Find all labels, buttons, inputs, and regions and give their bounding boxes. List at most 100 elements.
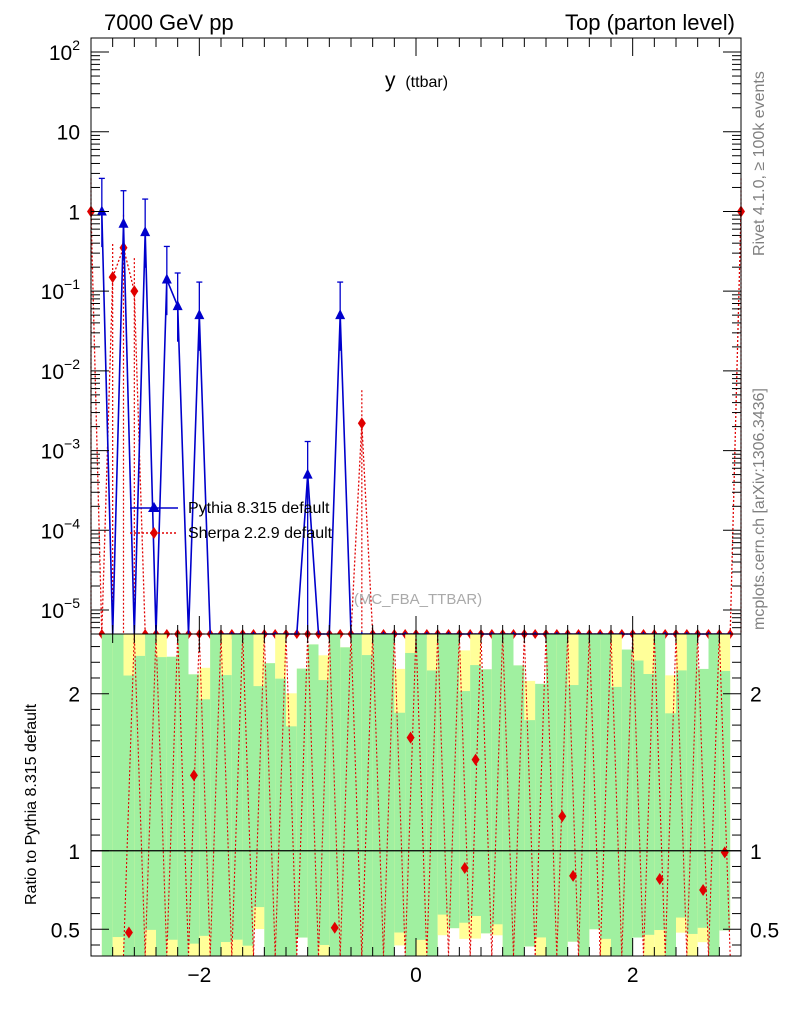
- pythia-data-point: [118, 217, 129, 228]
- main-y-tick-label: 10−2: [41, 356, 81, 384]
- ratio-sherpa-point: [124, 926, 133, 939]
- pythia-data-point: [96, 205, 107, 216]
- ratio-band-inner: [546, 634, 557, 956]
- legend-pythia-label: Pythia 8.315 default: [188, 500, 330, 517]
- ratio-band-inner: [361, 655, 373, 956]
- ratio-sherpa-point: [699, 884, 708, 897]
- ratio-band-inner: [470, 665, 481, 916]
- ratio-sherpa-point: [330, 921, 339, 934]
- ratio-band-inner: [351, 634, 362, 956]
- main-y-tick-label-base: 10: [41, 520, 64, 543]
- ratio-band-inner: [340, 647, 351, 956]
- ratio-band-inner: [296, 668, 308, 938]
- ratio-band-inner: [665, 713, 676, 956]
- observable-title-sub: (ttbar): [405, 74, 448, 91]
- ratio-sherpa-point: [569, 869, 578, 882]
- main-y-tick-label-base: 10: [41, 600, 64, 623]
- main-plot-frame: [90, 37, 742, 635]
- main-y-tick-label: 10−1: [41, 276, 81, 304]
- ratio-band-inner: [481, 669, 492, 934]
- ratio-band-inner: [416, 634, 427, 940]
- ratio-sherpa-point: [471, 753, 480, 766]
- main-y-tick-label-base: 10: [41, 441, 64, 464]
- ratio-sherpa-point: [655, 873, 664, 886]
- ratio-band-inner: [145, 634, 156, 930]
- ratio-band-inner: [676, 670, 687, 918]
- ratio-band-inner: [719, 670, 731, 931]
- ratio-y-tick-label: 0.5: [51, 919, 80, 942]
- pythia-data-point: [140, 226, 151, 237]
- ratio-band-inner: [123, 675, 135, 956]
- ratio-sherpa-point: [406, 731, 415, 744]
- main-y-tick-label-exp: 2: [72, 37, 80, 53]
- legend-sherpa-label: Sherpa 2.2.9 default: [188, 525, 333, 542]
- main-y-tick-label-base: 1: [68, 201, 80, 224]
- ratio-band-inner: [307, 644, 319, 956]
- x-tick-label: −2: [187, 964, 211, 987]
- ratio-band-inner: [231, 634, 243, 940]
- ratio-band-inner: [134, 655, 146, 956]
- sherpa-series-line: [90, 211, 742, 635]
- sherpa-data-point: [130, 285, 139, 298]
- sherpa-data-point: [108, 271, 117, 284]
- ratio-band-inner: [426, 670, 438, 956]
- ratio-band-inner: [632, 660, 644, 938]
- ratio-y-tick-label-right: 1: [750, 841, 762, 864]
- main-y-tick-label-exp: −3: [64, 436, 80, 452]
- ratio-band-inner: [329, 634, 341, 956]
- ratio-band-inner: [524, 720, 536, 947]
- x-tick-label: 0: [410, 964, 422, 987]
- ratio-band-inner: [372, 634, 384, 956]
- energy-title: 7000 GeV pp: [104, 10, 234, 35]
- main-y-tick-label: 10: [57, 122, 80, 145]
- main-series-layer: [87, 177, 745, 639]
- pythia-series-line: [101, 211, 731, 635]
- ratio-band-inner: [101, 634, 113, 956]
- ratio-band-inner: [242, 634, 254, 946]
- ratio-band-inner: [654, 634, 666, 931]
- pythia-data-point: [161, 273, 172, 284]
- observable-title-main: y: [385, 69, 396, 92]
- main-y-tick-label-base: 10: [57, 122, 80, 145]
- ratio-band-inner: [318, 680, 330, 945]
- ratio-band-inner: [437, 634, 449, 915]
- ratio-y-tick-label-right: 0.5: [750, 919, 779, 942]
- ratio-band-inner: [112, 634, 124, 938]
- mcplots-reference-label: mcplots.cern.ch [arXiv:1306.3436]: [751, 388, 768, 630]
- ratio-uncertainty-bands: [101, 634, 731, 956]
- ratio-band-inner: [567, 685, 579, 942]
- ratio-sherpa-point: [558, 810, 567, 823]
- rivet-version-label: Rivet 4.1.0, ≥ 100k events: [751, 71, 768, 256]
- main-y-tick-label-exp: −1: [64, 276, 80, 292]
- ratio-axes: 0.5 0.5 1 1 2 2 −2 0 2: [51, 634, 779, 987]
- legend-pythia-marker: [148, 502, 160, 512]
- main-y-tick-label-base: 10: [41, 281, 64, 304]
- main-y-tick-label: 10−5: [41, 595, 81, 623]
- pythia-data-point: [335, 309, 346, 320]
- main-y-tick-label-base: 10: [49, 42, 72, 65]
- ratio-band-inner: [286, 726, 297, 956]
- x-tick-label: 2: [627, 964, 639, 987]
- ratio-band-inner: [221, 675, 232, 943]
- observable-title: y (ttbar): [385, 69, 448, 92]
- ratio-band-inner: [156, 657, 167, 956]
- pythia-data-point: [194, 309, 205, 320]
- ratio-y-tick-label: 1: [68, 841, 80, 864]
- ratio-sherpa-point: [189, 769, 198, 782]
- main-y-tick-label: 1: [68, 201, 80, 224]
- ratio-sherpa-point: [460, 862, 469, 875]
- ratio-band-inner: [394, 712, 406, 933]
- ratio-y-axis-label: Ratio to Pythia 8.315 default: [23, 703, 40, 905]
- ratio-band-inner: [513, 665, 525, 956]
- legend: Pythia 8.315 default Sherpa 2.2.9 defaul…: [130, 500, 333, 542]
- ratio-band-inner: [275, 678, 286, 956]
- ratio-y-tick-label-right: 2: [750, 684, 762, 707]
- ratio-band-inner: [708, 634, 720, 956]
- main-y-tick-label-exp: −5: [64, 595, 80, 611]
- process-title: Top (parton level): [565, 10, 735, 35]
- main-y-tick-label: 10−3: [41, 436, 81, 464]
- ratio-band-inner: [210, 634, 221, 956]
- ratio-band-inner: [491, 634, 503, 925]
